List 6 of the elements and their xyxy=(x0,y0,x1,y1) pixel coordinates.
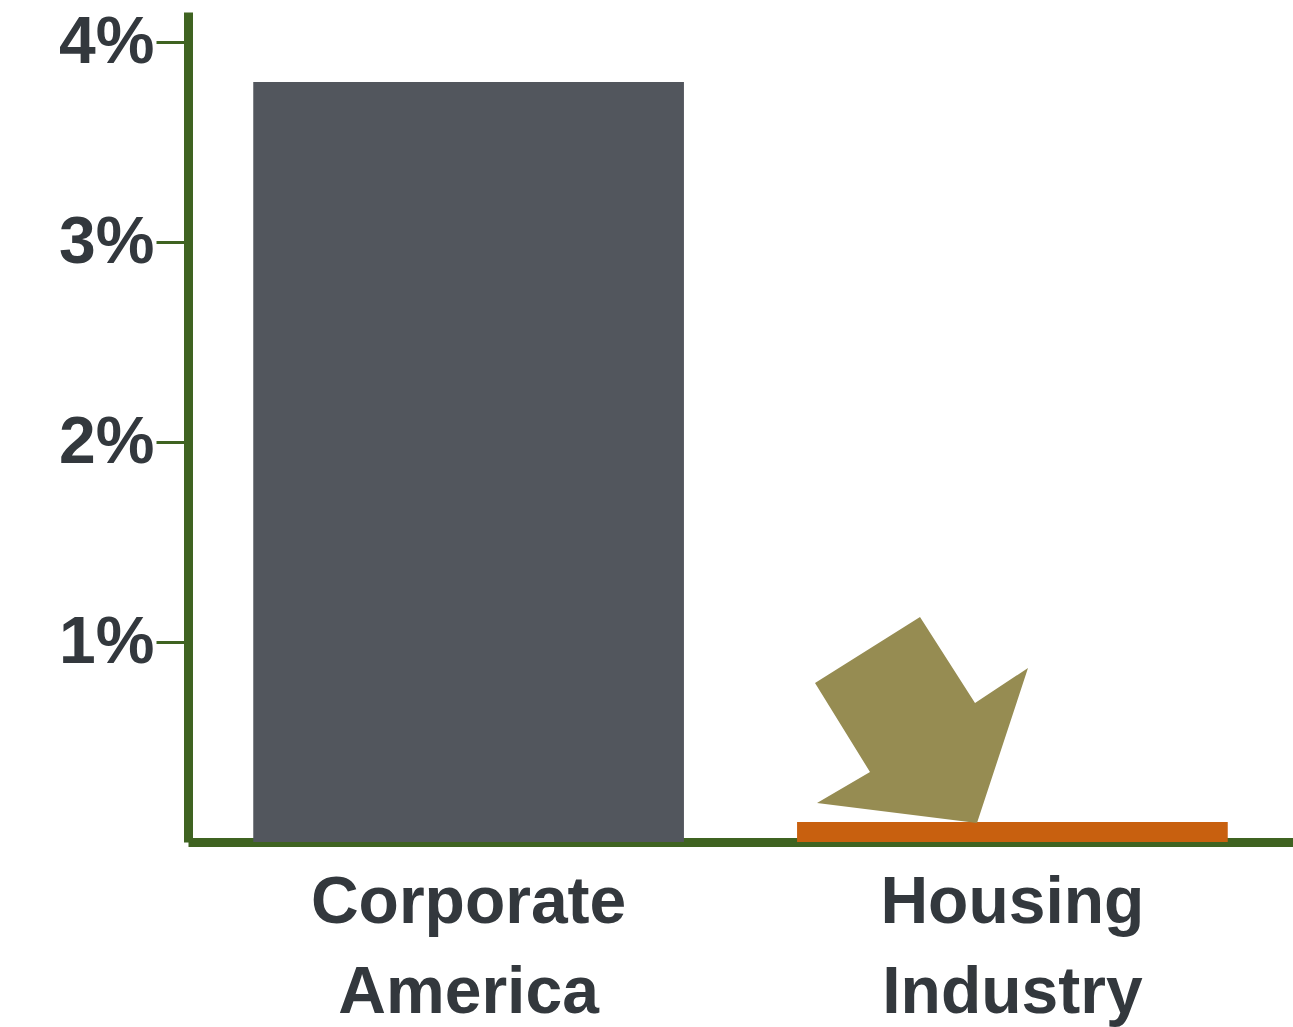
y-tick-label: 4% xyxy=(59,2,155,77)
x-tick-label: Corporate America xyxy=(310,862,627,1027)
y-tick-label: 3% xyxy=(59,202,155,277)
y-tick-label: 1% xyxy=(59,602,155,677)
y-tick-label: 2% xyxy=(59,402,155,477)
x-tick-label: Housing Industry xyxy=(880,862,1145,1027)
